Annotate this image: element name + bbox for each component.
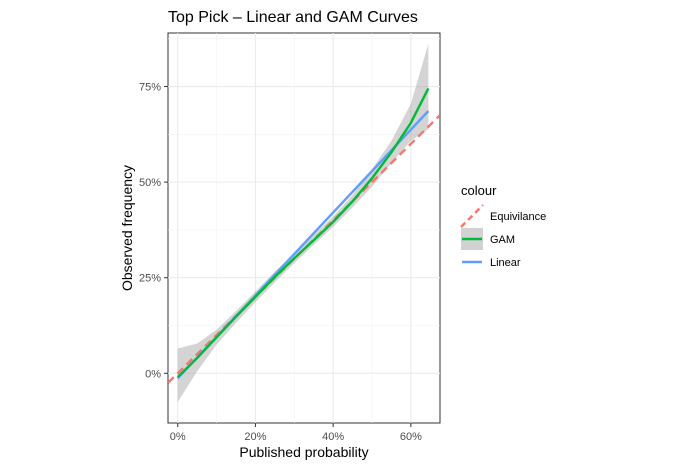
legend-title: colour <box>461 183 497 198</box>
legend-label: Equivilance <box>490 211 546 223</box>
y-tick-label: 75% <box>139 82 161 94</box>
y-axis-title: Observed frequency <box>119 165 135 291</box>
legend-key-line <box>460 204 484 228</box>
y-tick-label: 25% <box>139 273 161 285</box>
legend: colour Equivilance GAM Linear <box>460 183 546 273</box>
legend-item-equivilance: Equivilance <box>460 204 546 228</box>
series-lines <box>168 87 440 384</box>
series-line-gam <box>176 87 430 378</box>
x-tick-label: 60% <box>400 431 422 443</box>
chart-title: Top Pick – Linear and GAM Curves <box>168 9 418 26</box>
axis-ticks: 0% 20% 40% 60% 0% 25% 50% 75% <box>139 82 422 443</box>
legend-label: GAM <box>490 234 515 246</box>
legend-item-gam: GAM <box>461 228 515 250</box>
y-tick-label: 50% <box>139 177 161 189</box>
x-axis-title: Published probability <box>239 444 368 460</box>
grid <box>168 33 440 423</box>
y-tick-label: 0% <box>145 368 161 380</box>
x-tick-label: 20% <box>244 431 266 443</box>
series-line-equivilance <box>168 114 440 384</box>
x-tick-label: 0% <box>170 431 186 443</box>
x-tick-label: 40% <box>322 431 344 443</box>
legend-label: Linear <box>490 257 521 269</box>
plot-panel <box>167 32 441 424</box>
legend-item-linear: Linear <box>461 251 521 273</box>
